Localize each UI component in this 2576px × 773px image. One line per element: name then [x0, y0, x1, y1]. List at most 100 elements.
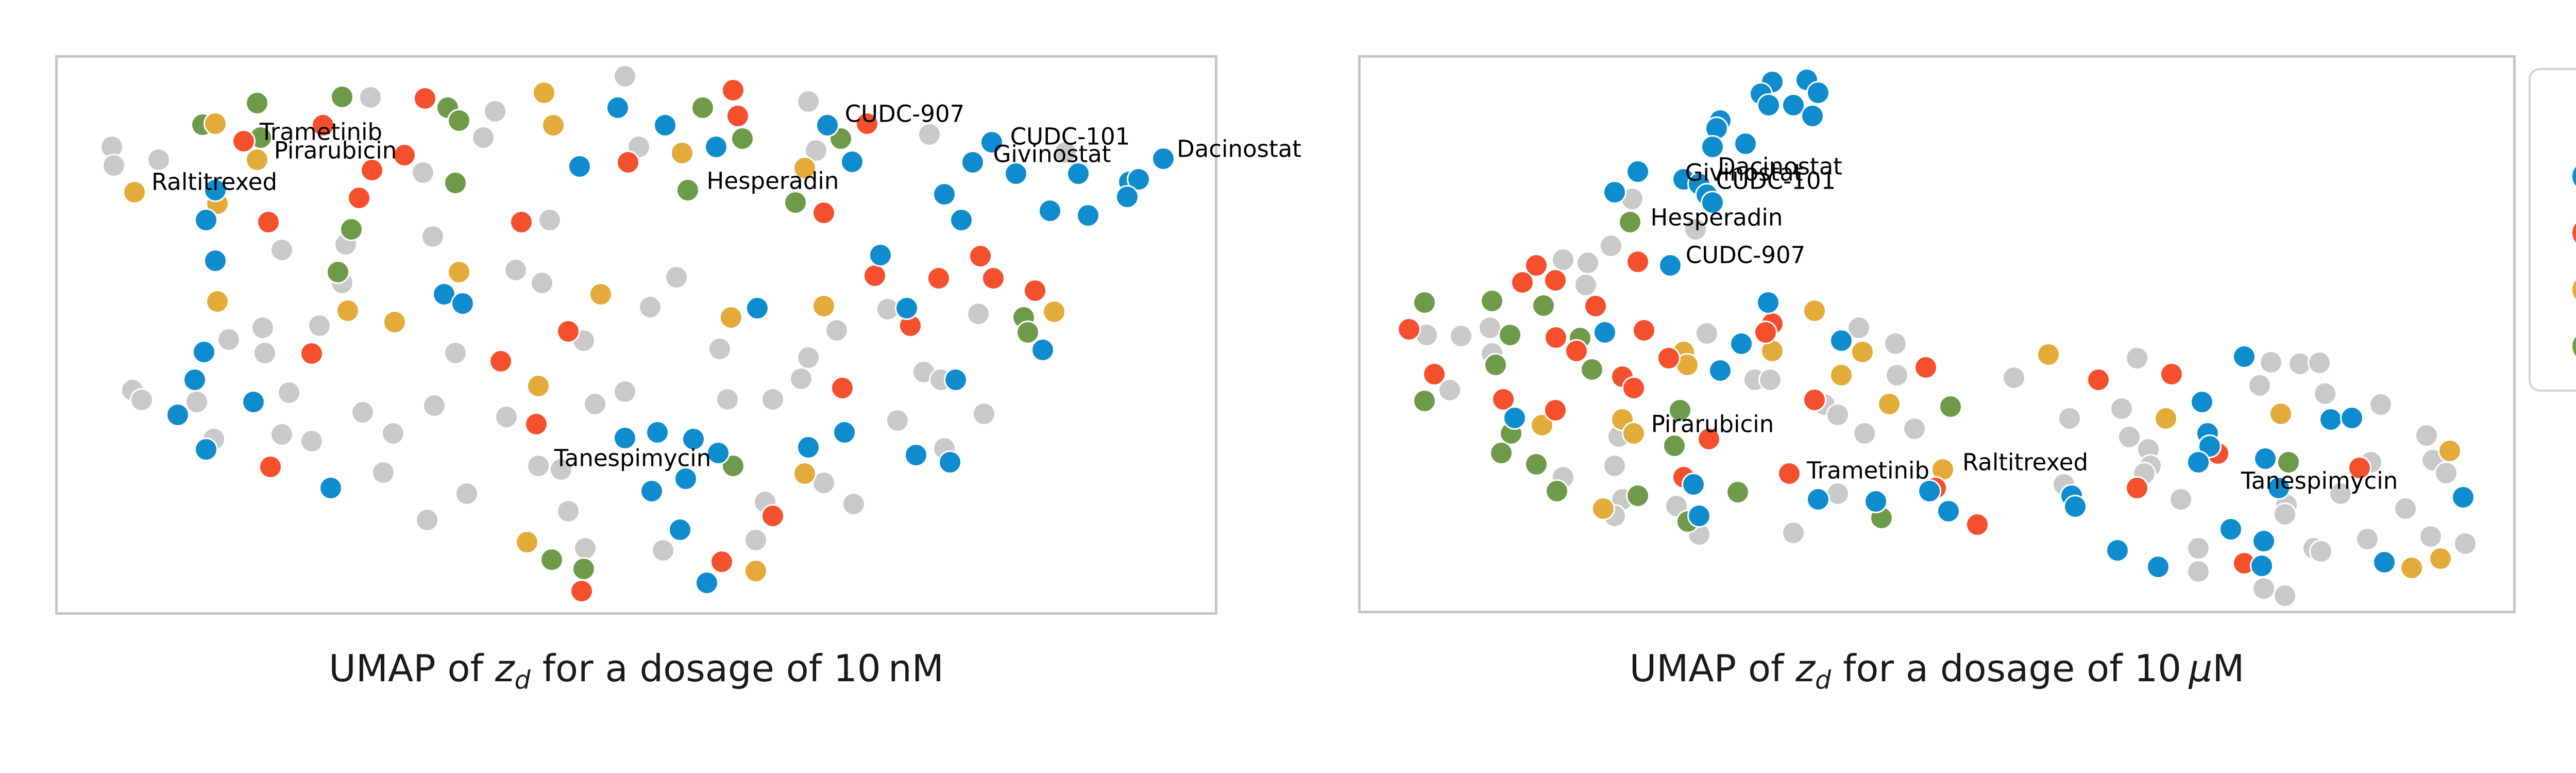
scatter-point: [1965, 513, 1989, 536]
scatter-point: [2355, 527, 2379, 551]
scatter-point: [2187, 536, 2210, 560]
scatter-point: [1511, 271, 1534, 294]
scatter-point: [270, 238, 294, 262]
umap-panel-10nM: Trametinib Pirarubicin Raltitrexed Hesperad…: [55, 55, 1301, 615]
scatter-point: [123, 180, 146, 204]
scatter-point: [336, 299, 360, 323]
scatter-point: [504, 258, 528, 282]
compound-label: Raltitrexed: [151, 168, 278, 196]
scatter-point: [831, 376, 854, 400]
scatter-point: [204, 178, 227, 202]
scatter-point: [933, 182, 956, 206]
compound-label: Pirarubicin: [274, 137, 397, 164]
scatter-point: [515, 530, 539, 554]
scatter-point: [308, 314, 331, 338]
caption-part: µ: [2189, 647, 2213, 690]
scatter-point: [1599, 234, 1623, 258]
scatter-point: [2110, 397, 2133, 421]
scatter-point: [653, 113, 677, 137]
scatter-point: [1734, 132, 1757, 156]
scatter-point: [2277, 450, 2300, 474]
scatter-point: [253, 341, 277, 365]
caption-part: UMAP of: [1629, 647, 1796, 690]
scatter-point: [2187, 560, 2210, 583]
scatter-point: [371, 461, 395, 484]
scatter-point: [1803, 388, 1826, 412]
scatter-point: [232, 129, 256, 153]
scatter-point: [961, 150, 985, 174]
scatter-point: [2340, 406, 2364, 430]
scatter-point: [1565, 339, 1588, 363]
scatter-point: [744, 559, 768, 583]
scatter-point: [326, 260, 350, 284]
legend-item: Tyrosine kinase signaling: [2531, 205, 2576, 261]
scatter-point: [825, 318, 849, 342]
scatter-point: [2348, 456, 2371, 480]
scatter-point: [1593, 321, 1617, 344]
compound-label: Raltitrexed: [1962, 448, 2089, 476]
scatter-point: [2273, 502, 2297, 526]
legend-item: Cell cycle regulation: [2531, 318, 2576, 375]
scatter-point: [796, 346, 820, 369]
scatter-point: [1484, 353, 1507, 377]
scatter-point: [532, 81, 556, 105]
scatter-point: [726, 104, 750, 128]
scatter-point: [1397, 317, 1421, 341]
caption-part: for a dosage of 10: [1831, 647, 2182, 690]
scatter-point: [444, 341, 467, 365]
scatter-point: [706, 441, 730, 465]
compound-label: Dacinostat: [1718, 153, 1842, 180]
scatter-point: [311, 113, 335, 137]
scatter-point: [1574, 273, 1598, 297]
scatter-point: [1551, 248, 1575, 272]
scatter-point: [1038, 199, 1062, 223]
scatter-point: [1782, 93, 1805, 117]
scatter-point: [1478, 316, 1502, 340]
scatter-point: [816, 113, 839, 137]
legend-swatch-icon: [2572, 219, 2576, 247]
scatter-point: [1076, 204, 1100, 227]
scatter-point: [206, 290, 229, 313]
scatter-point: [2160, 362, 2183, 386]
legend-swatch-icon: [2572, 332, 2576, 361]
scatter-point: [556, 320, 580, 343]
scatter-point: [927, 266, 951, 290]
scatter-point: [1939, 395, 1962, 418]
scatter-point: [1626, 160, 1650, 183]
scatter-point: [1042, 300, 1066, 324]
scatter-point: [444, 171, 467, 195]
scatter-point: [447, 260, 471, 284]
scatter-point: [527, 454, 550, 478]
scatter-point: [969, 244, 992, 268]
scatter-point: [1576, 251, 1600, 275]
scatter-point: [1618, 210, 1642, 234]
scatter-point: [2253, 447, 2277, 470]
scatter-point: [1829, 363, 1853, 387]
scatter-point: [2451, 485, 2475, 509]
scatter-point: [2313, 382, 2337, 406]
scatter-point: [761, 388, 785, 411]
scatter-point: [967, 302, 990, 326]
scatter-point: [1023, 279, 1047, 303]
scatter-point: [1847, 316, 1871, 340]
scatter-point: [2125, 476, 2149, 500]
scatter-point: [2198, 434, 2222, 458]
compound-label: CUDC-907: [844, 100, 965, 128]
scatter-point: [1622, 376, 1646, 400]
scatter-point: [572, 557, 596, 581]
compound-label: CUDC-101: [1716, 167, 1836, 195]
scatter-point: [2394, 497, 2417, 520]
legend-title: Pathway: [2531, 98, 2576, 144]
scatter-point: [1657, 346, 1681, 370]
scatter-point: [895, 296, 919, 320]
scatter-point: [570, 579, 594, 603]
scatter-point: [242, 390, 265, 414]
compound-label: Trametinib: [259, 118, 383, 146]
scatter-point: [277, 381, 301, 405]
scatter-point: [1937, 499, 1960, 523]
scatter-point: [1498, 323, 1522, 347]
scatter-point: [1668, 398, 1692, 422]
scatter-point: [793, 462, 817, 485]
scatter-point: [1632, 318, 1656, 342]
scatter-point: [527, 374, 550, 398]
